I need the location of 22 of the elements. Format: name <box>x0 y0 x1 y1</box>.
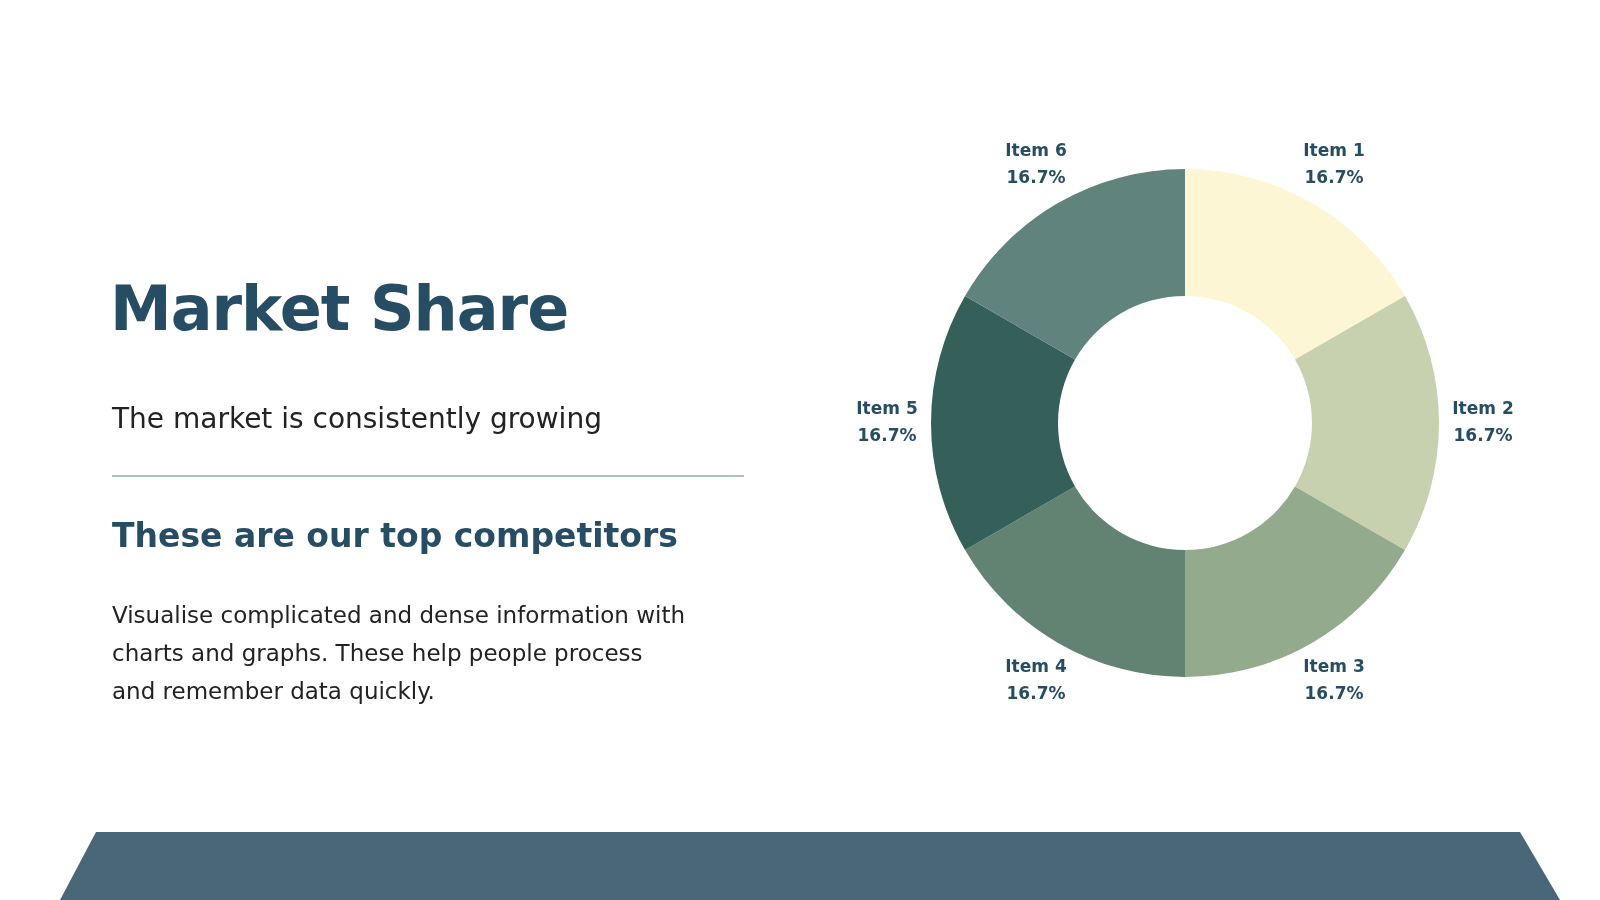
data-label: 16.7% <box>1453 425 1513 445</box>
data-label: 16.7% <box>1006 683 1066 704</box>
donut-slice <box>931 296 1076 550</box>
text: The market is consistently growing <box>112 402 602 435</box>
text: Market Share <box>110 272 569 345</box>
donut-slice <box>1185 169 1405 360</box>
data-label: 16.7% <box>1006 166 1066 187</box>
slice-label: Item 4 <box>1005 656 1067 677</box>
donut-slice <box>1294 296 1439 550</box>
data-label: 16.7% <box>1304 683 1364 704</box>
slice-label: Item 2 <box>1452 398 1514 418</box>
slice-label: Item 5 <box>856 398 918 418</box>
data-label: 16.7% <box>1304 166 1364 187</box>
text: Visualise complicated and dense information with charts and graphs. These help people process and remember data quickly. <box>112 601 687 706</box>
slice-label: Item 1 <box>1303 139 1365 160</box>
data-label: 16.7% <box>857 425 917 445</box>
donut-slice <box>965 486 1185 677</box>
donut-slice <box>965 169 1185 360</box>
slice-label: Item 3 <box>1303 656 1365 677</box>
slice-label: Item 6 <box>1005 139 1067 160</box>
text: These are our top competitors <box>112 516 678 555</box>
donut-slice <box>1185 486 1405 677</box>
